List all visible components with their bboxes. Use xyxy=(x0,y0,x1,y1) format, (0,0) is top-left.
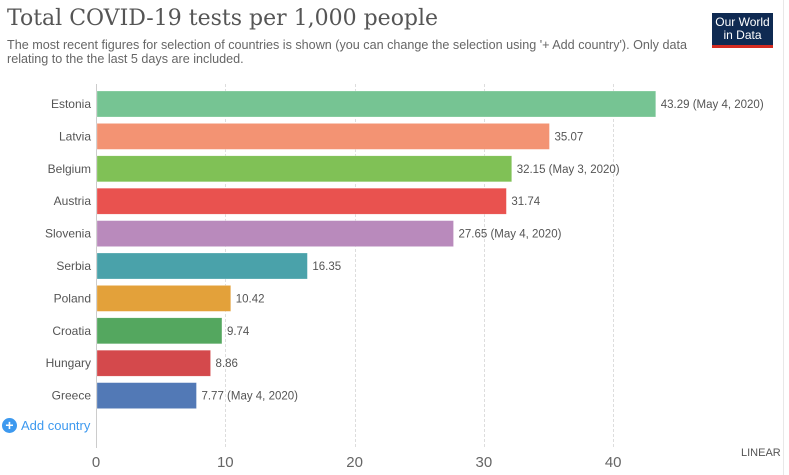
category-label: Estonia xyxy=(51,97,91,111)
bar[interactable] xyxy=(96,252,308,280)
chart-title: Total COVID-19 tests per 1,000 people xyxy=(7,6,439,31)
category-label: Serbia xyxy=(56,259,91,273)
logo-line-2: in Data xyxy=(723,28,762,42)
category-label: Poland xyxy=(54,291,91,305)
plus-circle-icon: + xyxy=(2,418,17,433)
value-label: 35.07 xyxy=(554,131,583,143)
value-label: 27.65 (May 4, 2020) xyxy=(459,229,562,241)
bars: Estonia 43.29 (May 4, 2020) Latvia 35.07 Bel… xyxy=(45,90,764,409)
x-tick-label: 30 xyxy=(476,454,493,471)
add-country-button[interactable]: + Add country xyxy=(2,418,90,433)
category-label: Slovenia xyxy=(45,227,91,241)
bar[interactable] xyxy=(96,382,197,409)
category-label: Belgium xyxy=(48,162,91,176)
value-label: 16.35 xyxy=(312,261,341,273)
x-tick-label: 10 xyxy=(217,454,234,471)
x-tick-label: 20 xyxy=(346,454,363,471)
chart-subtitle: The most recent figures for selection of… xyxy=(7,38,687,66)
value-label: 32.15 (May 3, 2020) xyxy=(517,164,620,176)
value-label: 31.74 xyxy=(511,196,540,208)
bar[interactable] xyxy=(96,285,231,312)
category-label: Greece xyxy=(52,389,92,403)
bar[interactable] xyxy=(96,317,223,345)
bar[interactable] xyxy=(96,123,550,150)
bar[interactable] xyxy=(96,220,454,247)
value-label: 43.29 (May 4, 2020) xyxy=(661,99,764,111)
owid-logo[interactable]: Our World in Data xyxy=(712,13,773,48)
logo-line-1: Our World xyxy=(715,15,770,29)
scale-toggle[interactable]: LINEAR xyxy=(741,447,781,459)
bar[interactable] xyxy=(96,155,512,183)
x-axis-ticks: 0 10 20 30 40 xyxy=(92,454,622,471)
value-label: 10.42 xyxy=(236,293,265,305)
add-country-label: Add country xyxy=(21,418,91,433)
category-label: Croatia xyxy=(52,324,91,338)
value-label: 9.74 xyxy=(227,326,250,338)
frame-border xyxy=(783,0,784,475)
category-label: Latvia xyxy=(59,129,91,143)
bar[interactable] xyxy=(96,187,507,215)
bar[interactable] xyxy=(96,90,656,118)
value-label: 7.77 (May 4, 2020) xyxy=(201,391,298,403)
x-tick-label: 40 xyxy=(605,454,622,471)
bar[interactable] xyxy=(96,349,211,377)
category-label: Austria xyxy=(54,194,92,208)
category-label: Hungary xyxy=(46,356,91,370)
value-label: 8.86 xyxy=(216,358,238,370)
logo-red-bar xyxy=(712,45,773,48)
x-tick-label: 0 xyxy=(92,454,100,471)
